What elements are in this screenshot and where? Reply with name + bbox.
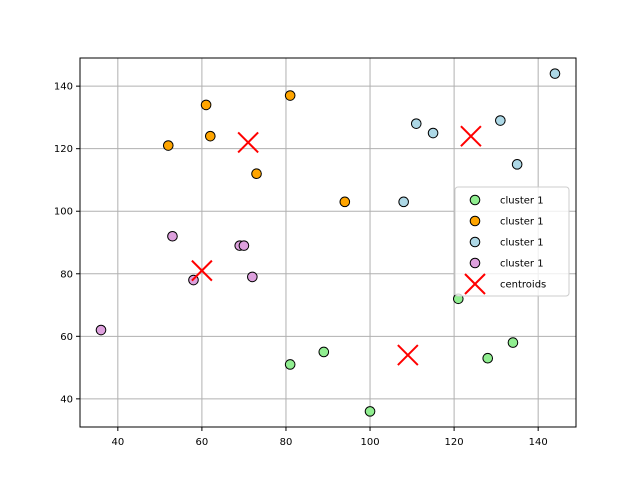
legend-entry: cluster 1 — [469, 257, 544, 270]
legend-marker — [469, 194, 481, 206]
cluster-point — [284, 90, 296, 101]
centroid-stroke — [397, 344, 419, 366]
x-tick-label: 100 — [360, 437, 379, 448]
legend: cluster 1 cluster 1 cluster 1 cluster 1 cent… — [454, 186, 570, 297]
cluster-point — [495, 115, 506, 126]
cluster-point — [549, 68, 561, 79]
legend-label: cluster 1 — [500, 238, 544, 249]
centroid-point — [237, 131, 259, 154]
legend-entry: centroids — [464, 273, 546, 295]
cluster-point — [205, 130, 216, 142]
cluster-point — [162, 140, 174, 151]
legend-entry: cluster 1 — [469, 236, 544, 249]
y-tick-label: 100 — [54, 207, 73, 218]
y-tick-label: 40 — [60, 394, 73, 405]
cluster-point — [284, 359, 296, 370]
legend-entry: cluster 1 — [469, 215, 544, 228]
cluster-point — [167, 230, 178, 242]
cluster-point — [318, 346, 330, 358]
centroid-stroke — [460, 125, 482, 147]
cluster-point — [200, 99, 212, 111]
legend-label: cluster 1 — [500, 196, 544, 207]
cluster-point — [507, 337, 519, 348]
legend-marker — [469, 215, 481, 227]
legend-label: cluster 1 — [500, 259, 544, 270]
cluster-point — [410, 118, 422, 129]
x-tick-label: 40 — [111, 437, 124, 448]
cluster-point — [247, 271, 258, 283]
y-tick-label: 80 — [60, 269, 73, 280]
legend-label: cluster 1 — [500, 217, 544, 228]
cluster-point — [95, 324, 107, 336]
x-tick-label: 140 — [529, 437, 548, 448]
cluster-point — [427, 127, 439, 139]
data-points — [95, 68, 561, 417]
cluster-point — [364, 406, 376, 417]
y-tick-label: 140 — [54, 82, 73, 93]
cluster-point — [238, 240, 250, 251]
cluster-point — [251, 168, 262, 180]
x-axis: 40 60 80 100 120 140 — [111, 427, 548, 448]
cluster-point — [339, 196, 351, 208]
x-tick-label: 120 — [445, 437, 464, 448]
legend-marker — [469, 236, 481, 248]
y-tick-label: 60 — [60, 332, 73, 343]
x-tick-label: 60 — [196, 437, 209, 448]
cluster-point — [482, 352, 494, 364]
centroid-point — [191, 259, 213, 282]
cluster-point — [398, 196, 409, 208]
legend-box — [454, 186, 570, 297]
y-tick-label: 120 — [54, 144, 73, 155]
legend-entry: cluster 1 — [469, 194, 544, 207]
legend-label: centroids — [500, 280, 546, 291]
centroid-stroke — [237, 131, 259, 154]
centroid-stroke — [191, 259, 213, 282]
legend-marker — [469, 257, 481, 269]
cluster-point — [511, 159, 523, 170]
centroid-point — [460, 125, 482, 147]
plot-frame — [79, 57, 577, 428]
legend-marker — [464, 273, 486, 295]
y-axis: 40 60 80 100 120 140 — [54, 82, 80, 405]
x-tick-label: 80 — [280, 437, 293, 448]
centroid-point — [397, 344, 419, 366]
